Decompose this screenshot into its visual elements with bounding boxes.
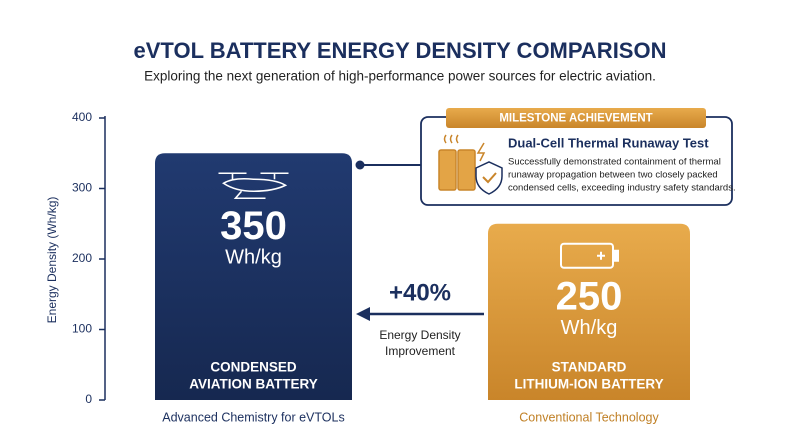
callout-badge-text: MILESTONE ACHIEVEMENT bbox=[499, 113, 652, 125]
y-tick-label: 300 bbox=[72, 181, 92, 195]
bar-label: AVIATION BATTERY bbox=[189, 377, 318, 392]
x-tick-label: Conventional Technology bbox=[519, 410, 659, 424]
callout-dot bbox=[355, 160, 365, 170]
callout-badge bbox=[446, 108, 706, 128]
drone-icon bbox=[218, 172, 289, 200]
y-tick-label: 100 bbox=[72, 322, 92, 336]
bar bbox=[488, 223, 690, 400]
y-tick-label: 200 bbox=[72, 251, 92, 265]
chart-subtitle: Exploring the next generation of high-pe… bbox=[144, 69, 656, 84]
x-tick-label: Advanced Chemistry for eVTOLs bbox=[162, 410, 344, 424]
unit-label: Wh/kg bbox=[561, 317, 618, 339]
annotation-caption: Energy Density bbox=[379, 328, 460, 342]
y-tick-label: 400 bbox=[72, 110, 92, 124]
value-label: 250 bbox=[556, 274, 623, 318]
battery-icon-part bbox=[612, 249, 619, 262]
battery-icon bbox=[560, 242, 619, 269]
y-tick-label: 0 bbox=[85, 392, 92, 406]
unit-label: Wh/kg bbox=[225, 247, 282, 269]
chart-title: eVTOL BATTERY ENERGY DENSITY COMPARISON bbox=[134, 38, 667, 63]
bar-label: CONDENSED bbox=[210, 360, 297, 375]
y-axis-label: Energy Density (Wh/kg) bbox=[45, 197, 59, 324]
annotation-caption: Improvement bbox=[385, 344, 456, 358]
callout-title: Dual-Cell Thermal Runaway Test bbox=[508, 135, 709, 150]
bar-label: STANDARD bbox=[552, 360, 627, 375]
drone-icon-part bbox=[218, 172, 289, 200]
callout-text: runaway propagation between two closely … bbox=[508, 170, 718, 181]
annotation-value: +40% bbox=[389, 279, 451, 306]
value-label: 350 bbox=[220, 204, 287, 248]
bar-label: LITHIUM-ION BATTERY bbox=[514, 377, 663, 392]
callout-icon bbox=[438, 134, 503, 195]
annotation-arrowhead bbox=[356, 307, 370, 321]
callout-text: Successfully demonstrated containment of… bbox=[508, 157, 721, 168]
bar bbox=[155, 153, 352, 400]
callout-text: condensed cells, exceeding industry safe… bbox=[508, 183, 736, 194]
battery-icon-part bbox=[597, 251, 605, 260]
